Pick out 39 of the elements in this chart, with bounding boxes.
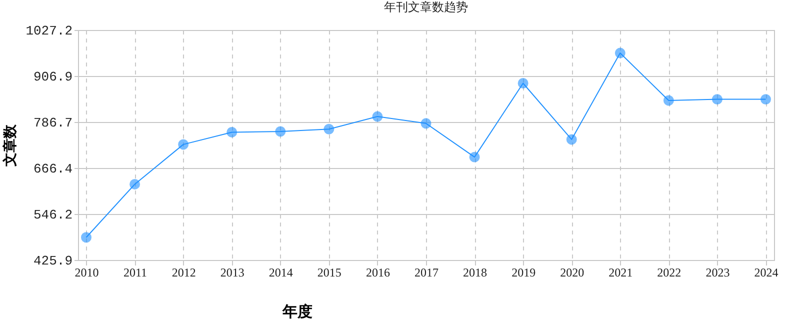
- x-tick-label: 2021: [608, 266, 633, 280]
- x-tick-label: 2024: [754, 266, 778, 280]
- y-tick-label: 1027.2: [26, 24, 72, 38]
- x-tick-label: 2010: [74, 266, 99, 280]
- point: [130, 178, 140, 190]
- point: [469, 152, 480, 162]
- point: [566, 134, 577, 145]
- y-tick-label: 906.9: [33, 70, 72, 85]
- x-tick-label: 2023: [706, 266, 730, 280]
- point: [518, 78, 528, 88]
- x-tick-label: 2012: [172, 266, 196, 280]
- point: [663, 95, 674, 106]
- point: [614, 48, 626, 58]
- point: [420, 118, 432, 129]
- point: [760, 94, 771, 105]
- x-tick-label: 2015: [317, 266, 342, 280]
- point: [178, 139, 189, 150]
- y-tick-label: 425.9: [33, 254, 72, 268]
- x-tick-label: 2018: [463, 266, 488, 280]
- chart-title: 年刊文章数趋势: [384, 0, 468, 14]
- point: [372, 111, 383, 122]
- x-tick-label: 2014: [268, 266, 293, 280]
- x-tick-label: 2022: [657, 266, 682, 280]
- x-tick-label: 2017: [414, 266, 438, 280]
- point: [81, 232, 92, 243]
- y-tick-label: 666.4: [33, 162, 73, 177]
- x-axis-title: 年度: [282, 302, 312, 320]
- point: [712, 94, 722, 105]
- point: [226, 126, 238, 138]
- x-tick-label: 2011: [124, 266, 148, 280]
- y-tick-label: 786.7: [33, 115, 72, 130]
- y-axis-title: 文章数: [2, 124, 19, 168]
- point: [324, 124, 334, 134]
- y-tick-label: 546.2: [33, 207, 72, 222]
- x-tick-label: 2013: [220, 266, 244, 280]
- point: [275, 126, 286, 137]
- x-tick-label: 2016: [366, 266, 390, 280]
- x-tick-label: 2020: [560, 266, 584, 280]
- x-tick-label: 2019: [512, 266, 536, 280]
